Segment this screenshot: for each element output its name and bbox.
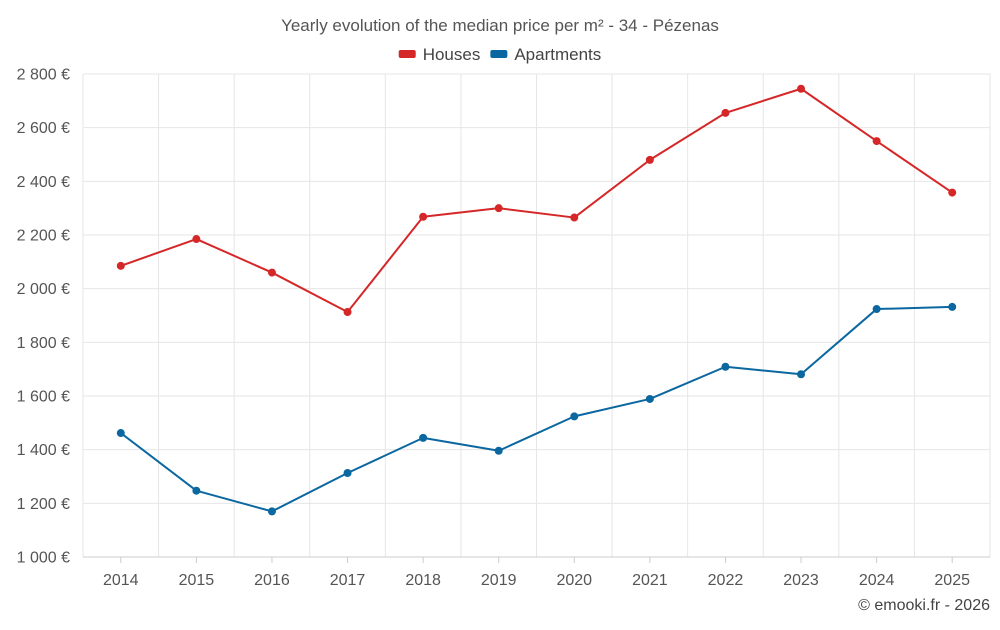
x-tick-label: 2019 [481, 572, 517, 589]
legend-label-apartments: Apartments [514, 45, 601, 64]
x-tick-label: 2025 [934, 572, 970, 589]
data-point-apartments[interactable] [645, 394, 654, 403]
data-point-apartments[interactable] [192, 486, 201, 495]
data-point-apartments[interactable] [343, 469, 352, 478]
data-point-houses[interactable] [645, 155, 654, 164]
legend-swatch-houses [398, 50, 416, 58]
data-point-apartments[interactable] [494, 446, 503, 455]
data-point-apartments[interactable] [419, 433, 428, 442]
legend-item-houses[interactable]: Houses [398, 45, 481, 64]
series-group [116, 84, 957, 516]
y-tick-label: 1 800 € [17, 335, 70, 352]
data-point-apartments[interactable] [872, 305, 881, 314]
data-point-houses[interactable] [948, 188, 957, 197]
data-point-apartments[interactable] [570, 412, 579, 421]
data-point-apartments[interactable] [267, 507, 276, 516]
x-tick-label: 2023 [783, 572, 819, 589]
data-point-houses[interactable] [570, 213, 579, 222]
x-axis: 2014 2015 2016 2017 2018 2019 2020 2021 2022 2023… [83, 556, 990, 589]
gridlines [82, 73, 991, 558]
legend-label-houses: Houses [423, 45, 481, 64]
x-tick-label: 2015 [179, 572, 215, 589]
legend: Houses Apartments [398, 45, 601, 64]
y-tick-label: 2 400 € [17, 174, 70, 191]
credit-text: © emooki.fr - 2026 [858, 597, 990, 614]
x-tick-label: 2020 [556, 572, 592, 589]
data-point-apartments[interactable] [948, 302, 957, 311]
y-tick-label: 2 600 € [17, 120, 70, 137]
data-point-houses[interactable] [419, 212, 428, 221]
data-point-houses[interactable] [192, 235, 201, 244]
y-axis: 1 000 € 1 200 € 1 400 € 1 600 € 1 800 € 2 000… [17, 67, 70, 567]
y-tick-label: 2 200 € [17, 228, 70, 245]
chart-title: Yearly evolution of the median price per… [281, 16, 719, 35]
data-point-houses[interactable] [797, 84, 806, 93]
legend-item-apartments[interactable]: Apartments [490, 45, 601, 64]
x-tick-label: 2016 [254, 572, 290, 589]
data-point-houses[interactable] [116, 261, 125, 270]
y-tick-label: 2 800 € [17, 67, 70, 84]
y-tick-label: 2 000 € [17, 281, 70, 298]
data-point-houses[interactable] [343, 308, 352, 317]
x-tick-label: 2014 [103, 572, 139, 589]
data-point-houses[interactable] [267, 268, 276, 277]
data-point-houses[interactable] [872, 137, 881, 146]
y-tick-label: 1 200 € [17, 496, 70, 513]
y-tick-label: 1 600 € [17, 389, 70, 406]
data-point-houses[interactable] [721, 108, 730, 117]
x-tick-label: 2021 [632, 572, 668, 589]
series-line-houses [120, 87, 953, 314]
series-line-apartments [120, 305, 953, 513]
x-tick-label: 2018 [405, 572, 441, 589]
y-tick-label: 1 400 € [17, 442, 70, 459]
legend-swatch-apartments [490, 50, 508, 58]
data-point-apartments[interactable] [721, 362, 730, 371]
data-point-apartments[interactable] [116, 429, 125, 438]
y-tick-label: 1 000 € [17, 550, 70, 567]
x-tick-label: 2022 [708, 572, 744, 589]
data-point-apartments[interactable] [797, 370, 806, 379]
x-tick-label: 2024 [859, 572, 895, 589]
x-tick-label: 2017 [330, 572, 366, 589]
data-point-houses[interactable] [494, 204, 503, 213]
